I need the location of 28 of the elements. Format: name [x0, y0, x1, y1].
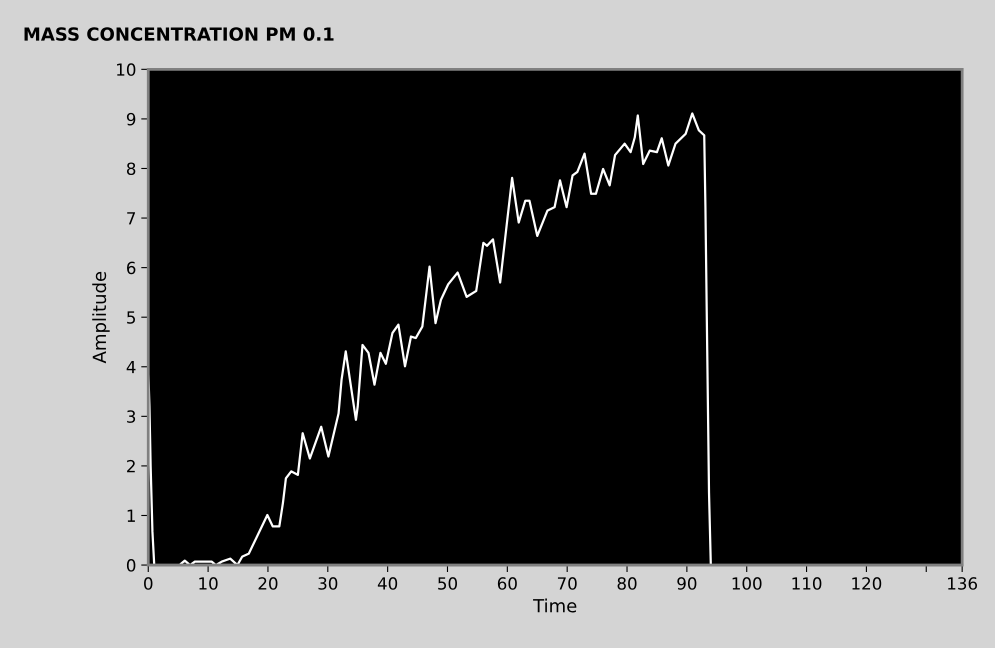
x-tick-label: 50: [438, 577, 457, 590]
y-tick-label: 2: [127, 460, 135, 472]
x-tick-label: 60: [498, 577, 517, 590]
x-tick-label: 10: [199, 577, 218, 590]
y-tick-label: 3: [127, 410, 136, 423]
x-tick-label: 80: [618, 577, 637, 590]
x-tick-label: 110: [792, 577, 822, 590]
x-tick-label: 40: [378, 577, 398, 590]
x-tick-label: 20: [258, 577, 278, 590]
y-tick-label: 7: [127, 212, 136, 224]
y-tick-label: 9: [126, 112, 136, 126]
y-tick-label: 5: [127, 311, 135, 324]
x-tick-label: 30: [318, 577, 338, 590]
chart-title: MASS CONCENTRATION PM 0.1: [24, 27, 334, 41]
x-tick-label: 100: [732, 577, 762, 590]
x-tick-label: 70: [558, 577, 577, 590]
x-axis-title: Time: [533, 598, 576, 613]
y-axis-title: Amplitude: [92, 272, 110, 364]
x-tick-label: 90: [677, 577, 696, 590]
y-tick-label: 4: [126, 360, 136, 374]
y-tick-label: 0: [126, 559, 136, 572]
y-tick-label: 1: [128, 510, 135, 522]
y-tick-label: 8: [126, 162, 136, 176]
x-tick-label: 120: [852, 577, 882, 590]
x-tick-label: 136: [948, 577, 978, 590]
y-tick-label: 10: [117, 63, 136, 76]
x-tick-label: 0: [144, 577, 152, 590]
y-tick-label: 6: [127, 262, 136, 274]
